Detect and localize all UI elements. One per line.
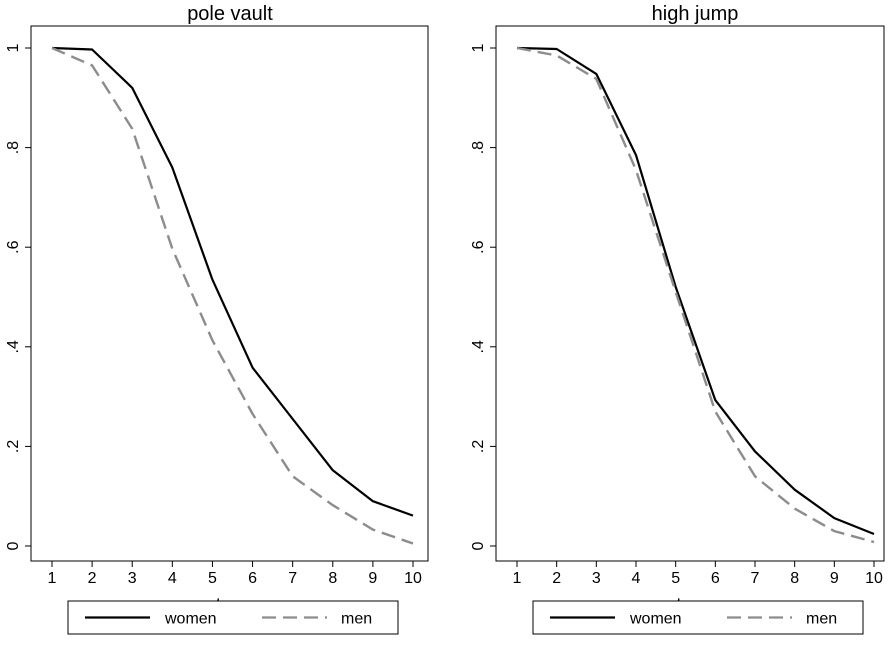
y-tick-label: 0 bbox=[5, 541, 22, 550]
x-tick-label: 1 bbox=[513, 570, 522, 587]
y-tick-label: .2 bbox=[470, 440, 487, 453]
x-tick-label: 6 bbox=[711, 570, 720, 587]
x-tick-label: 5 bbox=[671, 570, 680, 587]
legend-label-women: women bbox=[629, 611, 682, 628]
x-tick-label: 2 bbox=[88, 570, 97, 587]
x-tick-label: 7 bbox=[288, 570, 297, 587]
x-tick-label: 1 bbox=[48, 570, 57, 587]
legend: women men bbox=[532, 600, 864, 635]
x-tick-label: 5 bbox=[208, 570, 217, 587]
chart-title: pole vault bbox=[187, 3, 273, 25]
chart-panel-1: pole vault0.2.4.6.8112345678910stagewome… bbox=[5, 3, 429, 635]
x-tick-label: 8 bbox=[328, 570, 337, 587]
y-tick-label: 0 bbox=[470, 541, 487, 550]
x-tick-label: 10 bbox=[865, 570, 883, 587]
plot-area bbox=[30, 25, 429, 562]
plot-area bbox=[495, 25, 885, 562]
y-tick-label: 1 bbox=[5, 43, 22, 52]
y-tick-label: .2 bbox=[5, 440, 22, 453]
x-tick-label: 7 bbox=[751, 570, 760, 587]
legend: women men bbox=[67, 600, 399, 635]
y-tick-label: .8 bbox=[5, 141, 22, 154]
x-tick-label: 8 bbox=[790, 570, 799, 587]
y-tick-label: .6 bbox=[5, 240, 22, 253]
y-tick-label: .6 bbox=[470, 240, 487, 253]
series-line-men bbox=[51, 46, 414, 545]
x-tick-label: 10 bbox=[404, 570, 422, 587]
y-tick-label: 1 bbox=[470, 43, 487, 52]
x-tick-label: 4 bbox=[168, 570, 177, 587]
chart-panel-2: high jump0.2.4.6.8112345678910stagewomen… bbox=[470, 3, 885, 635]
series-line-women bbox=[516, 46, 875, 536]
x-tick-label: 6 bbox=[248, 570, 257, 587]
legend-label-men: men bbox=[806, 611, 837, 628]
chart-title: high jump bbox=[652, 3, 739, 25]
y-tick-label: .8 bbox=[470, 141, 487, 154]
legend-label-men: men bbox=[341, 611, 372, 628]
series-line-women bbox=[51, 46, 414, 517]
series-line-men bbox=[516, 46, 875, 544]
x-tick-label: 9 bbox=[830, 570, 839, 587]
y-tick-label: .4 bbox=[5, 340, 22, 353]
x-tick-label: 9 bbox=[368, 570, 377, 587]
x-tick-label: 4 bbox=[632, 570, 641, 587]
x-tick-label: 3 bbox=[128, 570, 137, 587]
y-tick-label: .4 bbox=[470, 340, 487, 353]
x-tick-label: 2 bbox=[552, 570, 561, 587]
x-tick-label: 3 bbox=[592, 570, 601, 587]
legend-label-women: women bbox=[164, 611, 217, 628]
